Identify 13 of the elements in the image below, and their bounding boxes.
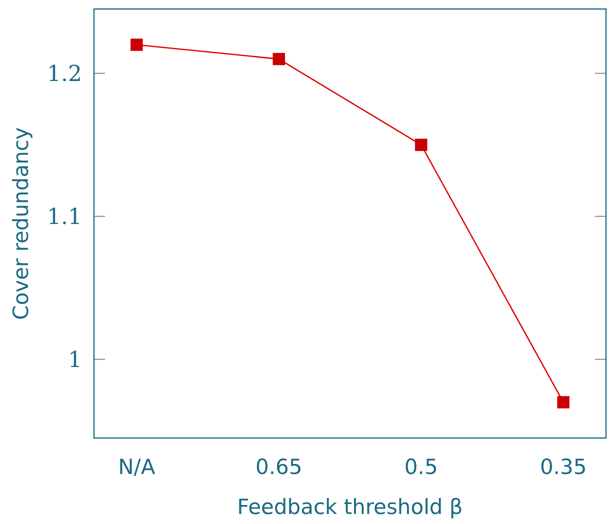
point <box>130 38 143 51</box>
y-axis-title: Cover redundancy <box>9 127 33 320</box>
point <box>557 396 570 408</box>
y-tick-label: 1.1 <box>47 205 82 230</box>
y-tick-label: 1.2 <box>47 62 82 88</box>
x-axis-title: Feedback threshold β <box>237 495 463 519</box>
x-tick-label: 0.5 <box>404 455 438 479</box>
y-tick-label: 1 <box>68 348 82 374</box>
x-tick-label: N/A <box>118 455 156 479</box>
x-tick-label: 0.35 <box>540 455 587 479</box>
point <box>272 52 286 66</box>
point <box>414 138 428 151</box>
x-tick-label: 0.65 <box>256 455 302 479</box>
